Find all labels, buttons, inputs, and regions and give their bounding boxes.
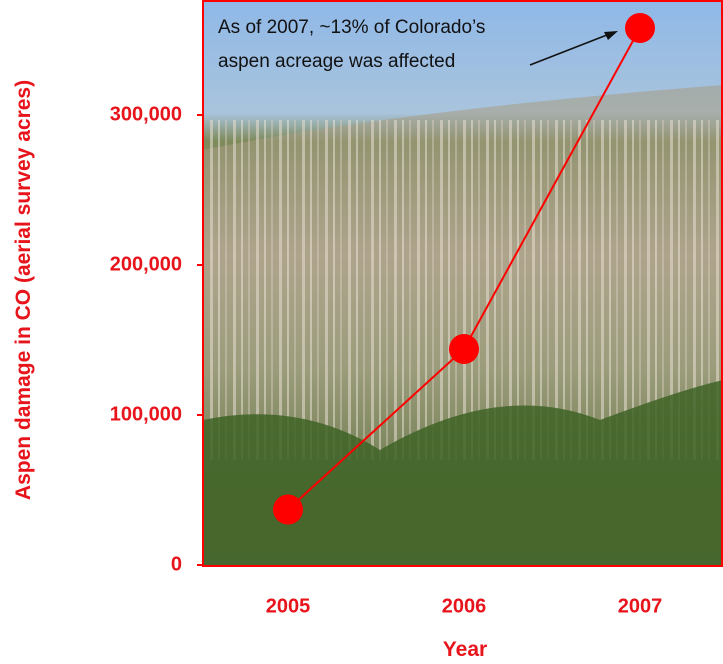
- y-tick-label: 0: [171, 553, 182, 575]
- y-tick-label: 200,000: [110, 253, 182, 275]
- x-tick-label: 2006: [442, 595, 487, 617]
- y-tick-label: 100,000: [110, 403, 182, 425]
- x-tick-label: 2007: [618, 595, 663, 617]
- plot-frame: [202, 0, 723, 567]
- y-tick-label: 300,000: [110, 103, 182, 125]
- annotation: aspen acreage was affected: [218, 51, 455, 72]
- data-point: [449, 334, 479, 364]
- annotation-arrowhead: [604, 31, 618, 40]
- x-axis-label: Year: [443, 638, 487, 661]
- annotation-arrow: [529, 32, 613, 66]
- data-point: [273, 494, 303, 525]
- annotation: As of 2007, ~13% of Colorado’s: [218, 17, 485, 38]
- y-axis-label: Aspen damage in CO (aerial survey acres): [12, 80, 35, 500]
- x-tick-label: 2005: [266, 595, 311, 617]
- background-photo: [203, 0, 723, 566]
- data-point: [625, 13, 655, 43]
